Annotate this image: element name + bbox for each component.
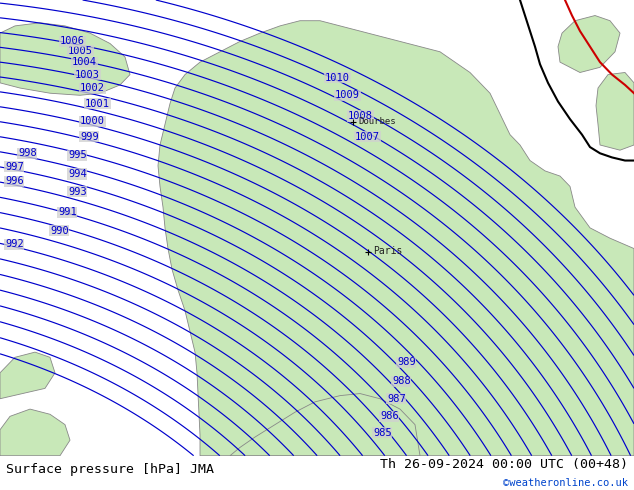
- Text: 999: 999: [80, 132, 99, 142]
- Text: 1002: 1002: [80, 83, 105, 93]
- Text: 1010: 1010: [325, 73, 350, 83]
- Text: Paris: Paris: [373, 246, 403, 256]
- Text: 994: 994: [68, 169, 87, 179]
- Text: 997: 997: [5, 162, 23, 172]
- Text: 1008: 1008: [348, 111, 373, 121]
- Text: 998: 998: [18, 148, 37, 158]
- Text: 995: 995: [68, 150, 87, 160]
- Polygon shape: [558, 16, 620, 73]
- Text: 1004: 1004: [72, 57, 97, 67]
- Text: 992: 992: [5, 240, 23, 249]
- Polygon shape: [0, 23, 130, 95]
- Text: 1005: 1005: [68, 46, 93, 56]
- Text: 996: 996: [5, 176, 23, 186]
- Text: 1003: 1003: [75, 70, 100, 79]
- Text: 987: 987: [387, 394, 406, 404]
- Text: Surface pressure [hPa] JMA: Surface pressure [hPa] JMA: [6, 463, 214, 476]
- Text: 1006: 1006: [60, 36, 85, 47]
- Polygon shape: [230, 393, 420, 456]
- Text: 993: 993: [68, 187, 87, 196]
- Text: 989: 989: [397, 358, 416, 368]
- Text: 1007: 1007: [355, 132, 380, 142]
- Text: 1009: 1009: [335, 90, 360, 100]
- Text: 1000: 1000: [80, 116, 105, 126]
- Text: 990: 990: [50, 226, 68, 236]
- Text: 985: 985: [373, 428, 392, 438]
- Text: 988: 988: [392, 376, 411, 386]
- Text: 1001: 1001: [85, 98, 110, 109]
- Text: 991: 991: [58, 207, 77, 217]
- Polygon shape: [596, 73, 634, 150]
- Polygon shape: [0, 352, 55, 399]
- Polygon shape: [0, 409, 70, 456]
- Text: Th 26-09-2024 00:00 UTC (00+48): Th 26-09-2024 00:00 UTC (00+48): [380, 458, 628, 471]
- Text: ©weatheronline.co.uk: ©weatheronline.co.uk: [503, 478, 628, 488]
- Polygon shape: [158, 21, 634, 456]
- Text: Dourbes: Dourbes: [358, 117, 396, 126]
- Text: 986: 986: [380, 411, 399, 421]
